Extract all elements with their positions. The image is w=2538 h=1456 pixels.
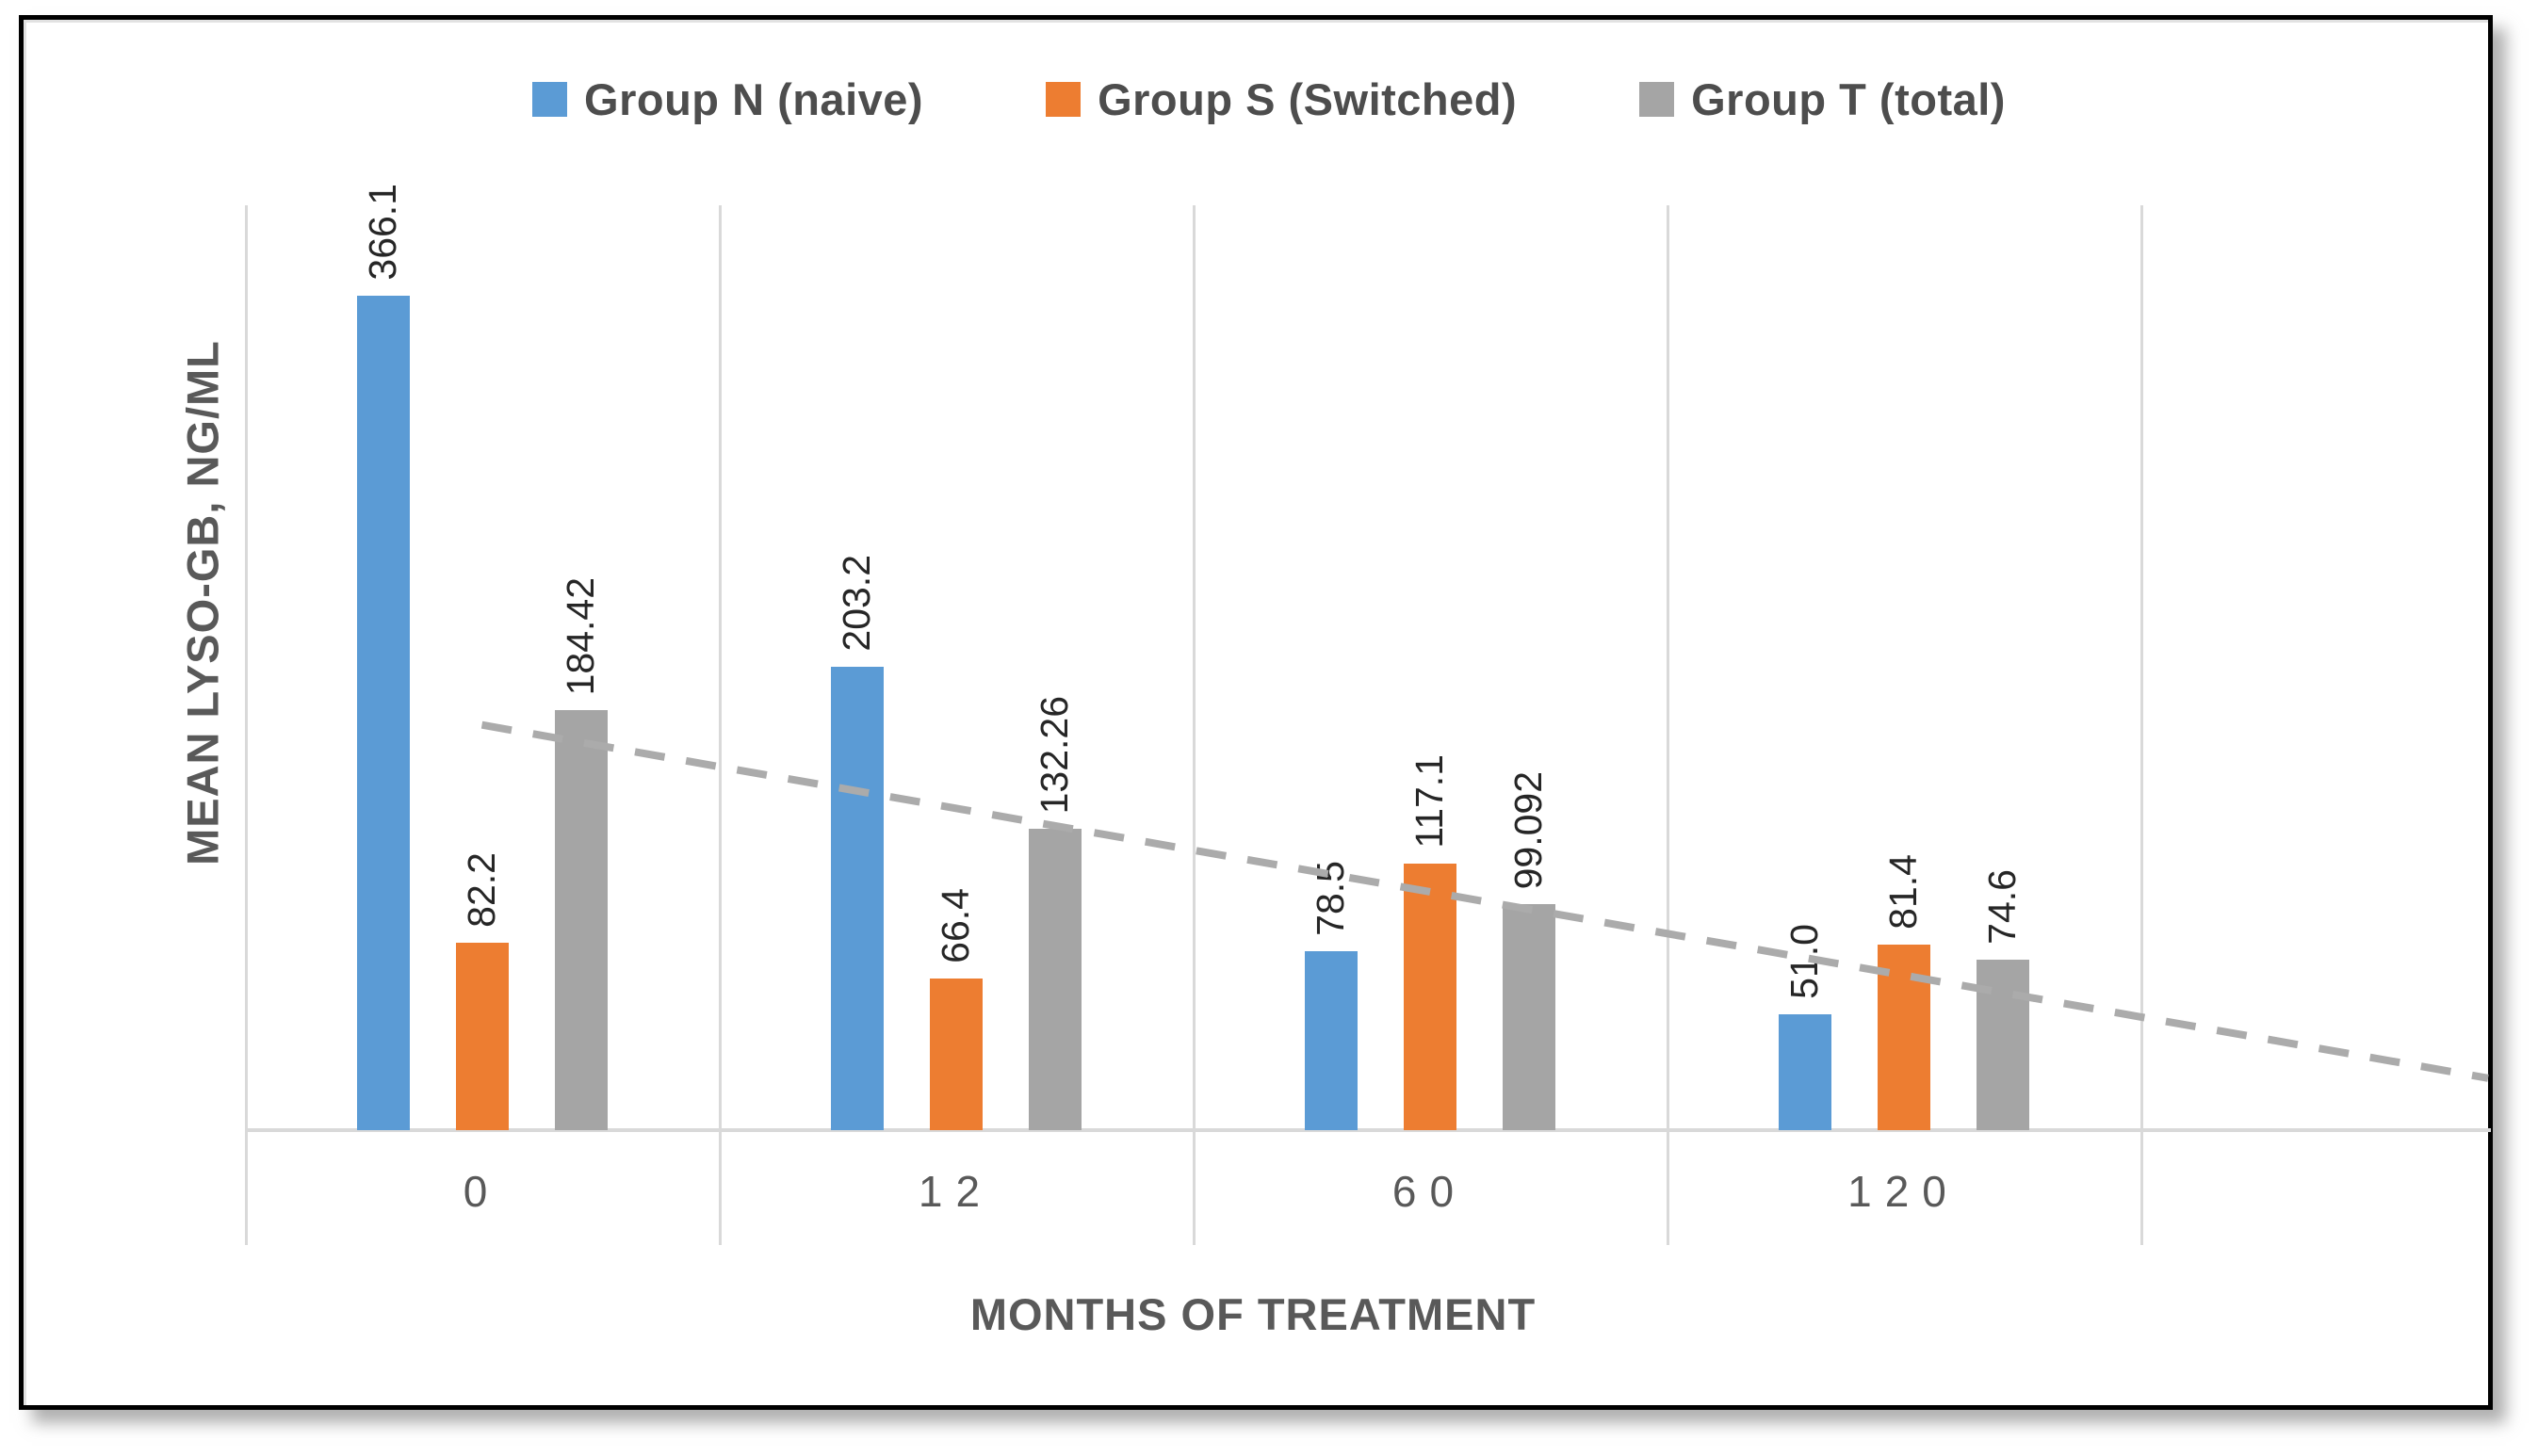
- bar-value-label: 99.092: [1506, 770, 1550, 889]
- x-tick-label: 12: [918, 1167, 994, 1216]
- bar-value-label: 132.26: [1033, 695, 1076, 814]
- figure-border: [19, 15, 2493, 1410]
- x-axis-title: MONTHS OF TREATMENT: [969, 1289, 1537, 1339]
- bar-cell: 184.42: [554, 576, 608, 1130]
- bar-value-label: 117.1: [1407, 754, 1451, 849]
- bar-value-label: 78.5: [1309, 861, 1352, 936]
- bar-value-label: 203.2: [835, 555, 878, 652]
- bar-cell: 82.2: [455, 852, 509, 1130]
- bar: [1502, 904, 1555, 1130]
- bar: [1877, 945, 1930, 1130]
- x-tick-label: 60: [1391, 1167, 1468, 1216]
- bar-value-label: 74.6: [1980, 869, 2024, 945]
- bar: [1976, 960, 2029, 1130]
- bar-group: 203.2 66.4 132.26: [830, 555, 1082, 1130]
- bar: [830, 667, 884, 1130]
- legend-item: Group N (naive): [532, 73, 923, 125]
- legend-swatch-icon: [1639, 82, 1675, 117]
- x-axis-line: [245, 1128, 2491, 1132]
- bar-value-label: 82.2: [460, 852, 503, 928]
- bar-value-label: 366.1: [361, 184, 404, 281]
- bar: [1403, 864, 1456, 1130]
- legend-item: Group T (total): [1639, 73, 2006, 125]
- legend-label: Group N (naive): [584, 74, 924, 124]
- legend-label: Group S (Switched): [1098, 74, 1518, 124]
- bar-cell: 51.0: [1778, 924, 1831, 1130]
- bar: [554, 710, 608, 1130]
- bar-cell: 99.092: [1502, 770, 1555, 1130]
- gridline: [2140, 205, 2143, 1245]
- x-tick-label: 0: [463, 1167, 501, 1216]
- bar-group: 78.5 117.1 99.092: [1304, 754, 1556, 1130]
- bar: [929, 979, 983, 1130]
- plot-area: 366.1 82.2 184.42 0 203.2 66.4 132.26 12 78.5 117…: [245, 184, 2491, 1245]
- bar-cell: 66.4: [929, 888, 983, 1130]
- bar: [1304, 951, 1358, 1130]
- bar-value-label: 51.0: [1782, 924, 1826, 999]
- bar-cell: 117.1: [1403, 754, 1456, 1130]
- y-axis-line: [245, 205, 248, 1245]
- bar-cell: 78.5: [1304, 861, 1358, 1130]
- bar: [1778, 1014, 1831, 1130]
- bar-group: 366.1 82.2 184.42: [356, 184, 609, 1130]
- bar-cell: 132.26: [1028, 695, 1082, 1130]
- bar: [356, 296, 410, 1130]
- bar-cell: 81.4: [1877, 854, 1930, 1130]
- x-tick-label: 120: [1847, 1167, 1960, 1216]
- bar-value-label: 66.4: [934, 888, 977, 963]
- bar-cell: 74.6: [1976, 869, 2029, 1130]
- bar-cell: 203.2: [830, 555, 884, 1130]
- legend-label: Group T (total): [1691, 74, 2006, 124]
- bar-group: 51.0 81.4 74.6: [1778, 854, 2030, 1130]
- bar: [1028, 829, 1082, 1130]
- bar-cell: 366.1: [356, 184, 410, 1130]
- legend-item: Group S (Switched): [1046, 73, 1517, 125]
- chart-legend: Group N (naive) Group S (Switched) Group T…: [0, 73, 2538, 125]
- gridline: [1667, 205, 1669, 1245]
- bar-value-label: 184.42: [559, 576, 602, 695]
- legend-swatch-icon: [532, 82, 568, 117]
- bar: [455, 943, 509, 1130]
- gridline: [1193, 205, 1196, 1245]
- gridline: [719, 205, 722, 1245]
- bar-value-label: 81.4: [1881, 854, 1925, 930]
- y-axis-title: MEAN LYSO-GB, NG/ML: [177, 340, 228, 866]
- legend-swatch-icon: [1046, 82, 1082, 117]
